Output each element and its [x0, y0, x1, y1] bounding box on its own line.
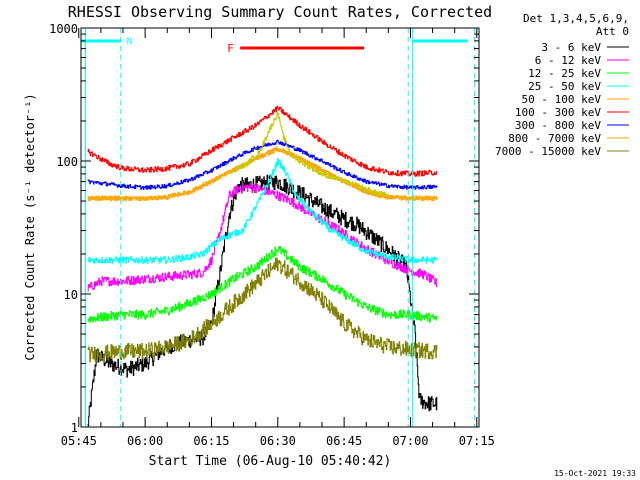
- x-axis-label: Start Time (06-Aug-10 05:40:42): [149, 454, 392, 469]
- legend-item-label-3: 25 - 50 keV: [528, 80, 601, 93]
- x-tick-label-6: 07:15: [459, 434, 495, 448]
- series-layer: [87, 105, 438, 427]
- footer-date: 15-Oct-2021 19:33: [554, 469, 636, 478]
- y-axis-label: Corrected Count Rate (s⁻¹ detector⁻¹): [23, 93, 37, 360]
- legend-item-label-6: 300 - 800 keV: [515, 119, 601, 132]
- series-line-gold: [233, 111, 389, 198]
- series-line-2: [87, 246, 438, 323]
- series-line-5: [87, 105, 438, 177]
- x-tick-label-3: 06:30: [260, 434, 296, 448]
- x-tick-label-1: 06:00: [127, 434, 163, 448]
- y-tick-label-3: 1000: [49, 22, 78, 36]
- y-tick-label-0: 1: [71, 421, 78, 435]
- y-tick-label-1: 10: [64, 288, 78, 302]
- flare-label: F: [227, 42, 234, 55]
- legend-header-1: Det 1,3,4,5,6,9,: [523, 12, 629, 25]
- x-tick-label-2: 06:15: [193, 434, 229, 448]
- plot-frame: [80, 27, 480, 428]
- legend-item-label-2: 12 - 25 keV: [528, 67, 601, 80]
- legend-item-label-5: 100 - 300 keV: [515, 106, 601, 119]
- x-tick-label-4: 06:45: [326, 434, 362, 448]
- night-label: N: [127, 37, 132, 47]
- legend-item-label-4: 50 - 100 keV: [522, 93, 602, 106]
- series-line-0: [87, 174, 438, 427]
- series-line-8: [87, 257, 438, 363]
- legend-item-label-0: 3 - 6 keV: [541, 41, 601, 54]
- tick-layer: 1 10 100 1000 05:45 06:00 06:15 06:30 06:45 07:00…: [49, 22, 495, 448]
- legend-item-label-1: 6 - 12 keV: [535, 54, 602, 67]
- y-tick-label-2: 100: [56, 155, 78, 169]
- legend-item-label-7: 800 - 7000 keV: [508, 132, 601, 145]
- x-tick-label-5: 07:00: [392, 434, 428, 448]
- legend-header-2: Att 0: [596, 25, 629, 38]
- legend-item-label-8: 7000 - 15000 keV: [495, 145, 601, 158]
- x-tick-label-0: 05:45: [61, 434, 97, 448]
- chart-title: RHESSI Observing Summary Count Rates, Co…: [68, 3, 492, 21]
- series-line-3: [87, 158, 438, 264]
